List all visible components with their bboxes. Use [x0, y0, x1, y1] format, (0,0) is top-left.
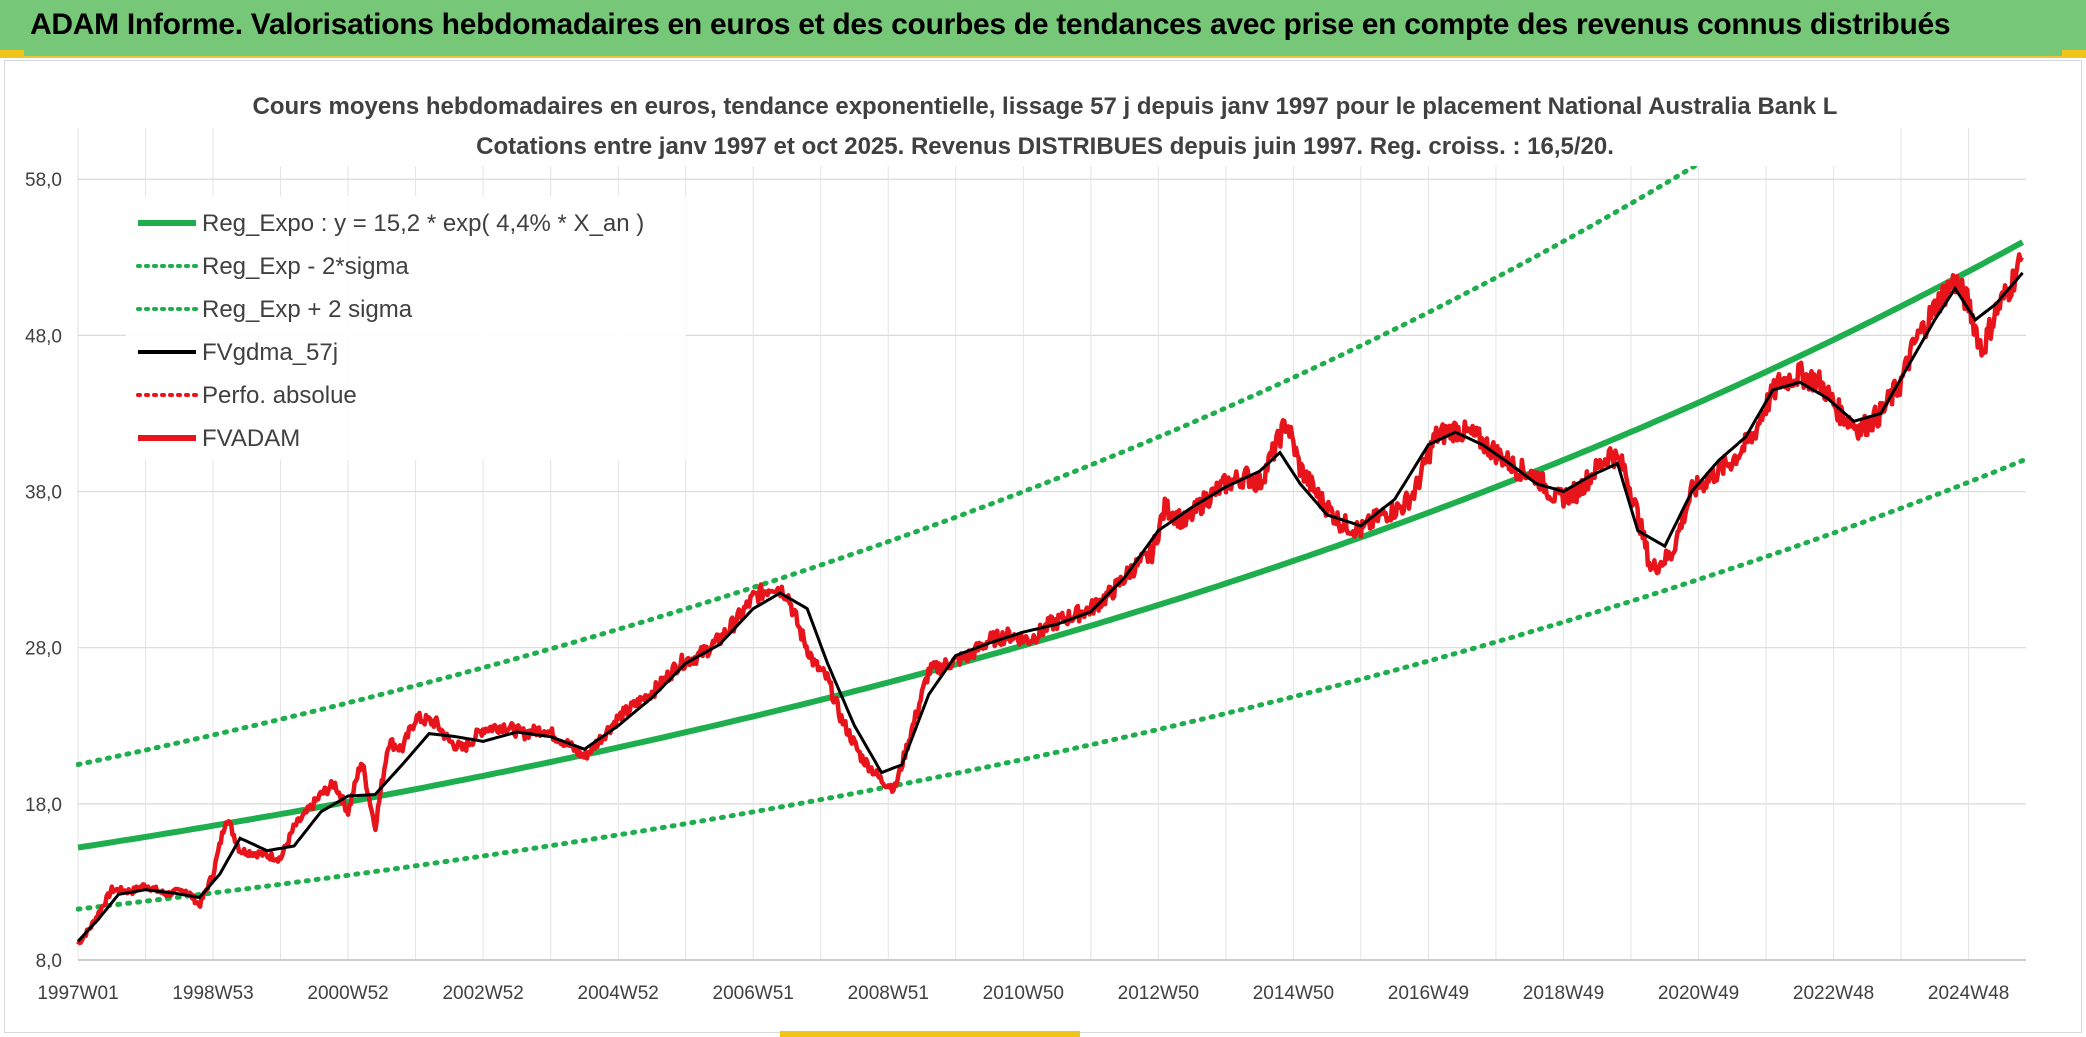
legend-label: Perfo. absolue — [202, 382, 357, 409]
x-tick-label: 2012W50 — [1118, 983, 1199, 1004]
y-tick-label: 28,0 — [25, 639, 62, 660]
banner-accent-right — [2062, 50, 2086, 58]
x-tick-label: 2002W52 — [442, 983, 523, 1004]
title-background — [250, 84, 1840, 166]
y-tick-label: 38,0 — [25, 483, 62, 504]
fvgdma-57j-line — [76, 271, 2024, 943]
bottom-accent — [780, 1031, 1080, 1037]
x-tick-label: 2016W49 — [1388, 983, 1469, 1004]
y-axis-ticks: 8,0 18,0 28,0 38,0 48,0 58,0 — [25, 170, 62, 972]
reg-exp-minus-2sigma-line — [76, 458, 2026, 912]
x-tick-label: 2022W48 — [1793, 983, 1874, 1004]
legend-label: FVgdma_57j — [202, 339, 338, 366]
x-tick-label: 2000W52 — [307, 983, 388, 1004]
banner-accent-left — [0, 50, 24, 58]
y-tick-label: 48,0 — [25, 326, 62, 347]
reg-expo-line — [77, 239, 2025, 851]
legend-label: FVADAM — [202, 425, 300, 452]
x-tick-label: 2008W51 — [848, 983, 929, 1004]
report-banner: ADAM Informe. Valorisations hebdomadaire… — [0, 0, 2086, 58]
legend-background — [126, 196, 686, 460]
banner-title: ADAM Informe. Valorisations hebdomadaire… — [30, 8, 1951, 41]
x-tick-label: 2014W50 — [1253, 983, 1334, 1004]
x-tick-label: 1997W01 — [37, 983, 118, 1004]
x-axis-ticks: 1997W01 1998W53 2000W52 2002W52 2004W52 2006W… — [37, 983, 2009, 1004]
fvadam-line — [76, 252, 2024, 946]
x-tick-label: 2010W50 — [983, 983, 1064, 1004]
x-tick-label: 1998W53 — [172, 983, 253, 1004]
y-tick-label: 18,0 — [25, 795, 62, 816]
y-tick-label: 58,0 — [25, 170, 62, 191]
legend-label: Reg_Exp - 2*sigma — [202, 253, 409, 280]
reg-exp-plus-2sigma-line — [76, 116, 1781, 767]
x-tick-label: 2004W52 — [578, 983, 659, 1004]
legend-label: Reg_Exp + 2 sigma — [202, 296, 413, 323]
legend-label: Reg_Expo : y = 15,2 * exp( 4,4% * X_an ) — [202, 210, 644, 237]
x-tick-label: 2024W48 — [1928, 983, 2009, 1004]
x-tick-label: 2018W49 — [1523, 983, 1604, 1004]
x-tick-label: 2020W49 — [1658, 983, 1739, 1004]
chart-title-line1: Cours moyens hebdomadaires en euros, ten… — [253, 93, 1838, 120]
x-tick-label: 2006W51 — [713, 983, 794, 1004]
y-tick-label: 8,0 — [36, 951, 62, 972]
series-layer — [76, 116, 2026, 946]
chart-legend: Reg_Expo : y = 15,2 * exp( 4,4% * X_an )… — [126, 196, 686, 460]
chart-title-line2: Cotations entre janv 1997 et oct 2025. R… — [476, 133, 1614, 160]
